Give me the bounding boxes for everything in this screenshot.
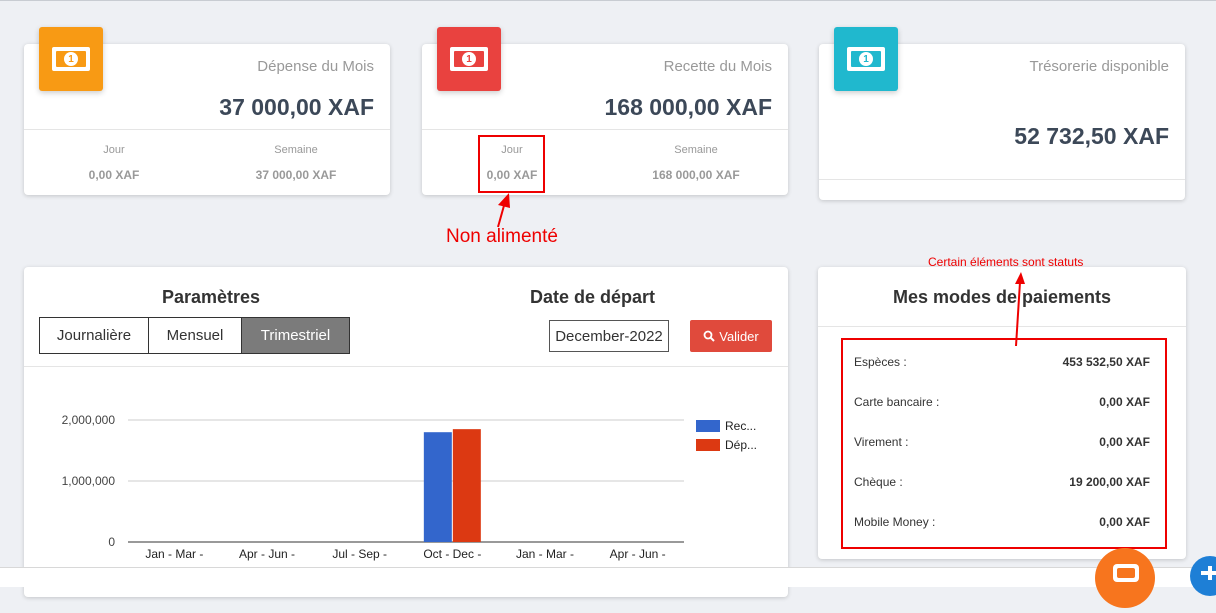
- payment-modes-card: [818, 267, 1186, 559]
- annotation-box-day: [478, 135, 545, 193]
- bottom-strip: [0, 567, 1216, 587]
- payment-divider: [818, 326, 1186, 327]
- divider: [819, 179, 1185, 180]
- plus-widget-button[interactable]: [1190, 556, 1216, 596]
- expense-card: Dépense du Mois 37 000,00 XAF Jour 0,00 …: [24, 44, 390, 195]
- divider: [422, 129, 788, 130]
- parameters-title: Paramètres: [162, 287, 261, 307]
- search-icon: [703, 330, 715, 342]
- x-tick-label: Apr - Jun -: [239, 547, 295, 561]
- payment-mode-label: Mobile Money :: [854, 515, 936, 529]
- payment-mode-label: Espèces :: [854, 355, 907, 369]
- payment-mode-amount: 0,00 XAF: [1099, 435, 1150, 449]
- treasury-label: Trésorerie disponible: [1029, 58, 1169, 75]
- income-label: Recette du Mois: [663, 58, 772, 75]
- period-quarterly-button[interactable]: Trimestriel: [241, 317, 350, 354]
- y-tick-label: 1,000,000: [62, 474, 116, 488]
- legend-swatch: [696, 420, 720, 432]
- payment-mode-label: Carte bancaire :: [854, 395, 940, 409]
- payment-mode-amount: 19 200,00 XAF: [1069, 475, 1150, 489]
- payment-mode-label: Virement :: [854, 435, 909, 449]
- expense-value: 37 000,00 XAF: [219, 94, 374, 120]
- start-date-input[interactable]: December-2022: [549, 320, 669, 352]
- x-tick-label: Jul - Sep -: [332, 547, 387, 561]
- chat-widget-button[interactable]: [1095, 548, 1155, 608]
- money-bill-icon: 1: [834, 27, 898, 91]
- income-week-value: 168 000,00 XAF: [652, 168, 740, 182]
- payment-mode-amount: 0,00 XAF: [1099, 395, 1150, 409]
- payment-mode-row: Mobile Money : 0,00 XAF: [854, 515, 1150, 529]
- start-date-title: Date de départ: [530, 287, 656, 307]
- expense-day-label: Jour: [103, 144, 125, 156]
- y-tick-label: 2,000,000: [62, 413, 116, 427]
- payment-mode-amount: 453 532,50 XAF: [1062, 355, 1150, 369]
- payment-mode-row: Virement : 0,00 XAF: [854, 435, 1150, 449]
- annotation-not-fed: Non alimenté: [446, 226, 558, 247]
- y-tick-label: 0: [108, 535, 115, 549]
- expense-week-label: Semaine: [274, 144, 318, 156]
- period-daily-button[interactable]: Journalière: [39, 317, 149, 354]
- income-week: Semaine 168 000,00 XAF: [606, 144, 786, 182]
- income-value: 168 000,00 XAF: [604, 94, 772, 120]
- legend-swatch: [696, 439, 720, 451]
- legend-label: Dép...: [725, 438, 757, 452]
- x-tick-label: Apr - Jun -: [610, 547, 666, 561]
- validate-label: Valider: [719, 328, 759, 344]
- payment-modes-title: Mes modes de paiements: [892, 287, 1112, 307]
- legend-label: Rec...: [725, 419, 756, 433]
- divider: [24, 129, 390, 130]
- annotation-box-payments: [841, 338, 1167, 549]
- treasury-value: 52 732,50 XAF: [1014, 123, 1169, 149]
- money-bill-icon: 1: [39, 27, 103, 91]
- expense-day-value: 0,00 XAF: [88, 168, 140, 182]
- payment-mode-row: Chèque : 19 200,00 XAF: [854, 475, 1150, 489]
- payment-mode-label: Chèque :: [854, 475, 903, 489]
- period-monthly-button[interactable]: Mensuel: [148, 317, 242, 354]
- chat-icon: [1113, 564, 1139, 582]
- validate-button[interactable]: Valider: [690, 320, 772, 352]
- income-week-label: Semaine: [674, 144, 718, 156]
- payment-mode-row: Espèces : 453 532,50 XAF: [854, 355, 1150, 369]
- x-tick-label: Oct - Dec -: [423, 547, 481, 561]
- x-tick-label: Jan - Mar -: [145, 547, 203, 561]
- expense-week: Semaine 37 000,00 XAF: [206, 144, 386, 182]
- chart-divider: [24, 366, 788, 367]
- payment-mode-amount: 0,00 XAF: [1099, 515, 1150, 529]
- annotation-static-items: Certain éléments sont statuts: [928, 255, 1084, 269]
- money-bill-icon: 1: [437, 27, 501, 91]
- bar: [423, 432, 452, 542]
- expense-day: Jour 0,00 XAF: [24, 144, 204, 182]
- payment-mode-row: Carte bancaire : 0,00 XAF: [854, 395, 1150, 409]
- income-day-label: Jour: [501, 144, 523, 156]
- bar-chart: 0 1,000,000 2,000,000 Jan - Mar - Apr - Jun …: [62, 413, 757, 561]
- expense-week-value: 37 000,00 XAF: [255, 168, 337, 182]
- income-day-value: 0,00 XAF: [486, 168, 538, 182]
- x-tick-label: Jan - Mar -: [516, 547, 574, 561]
- income-day: Jour 0,00 XAF: [422, 144, 602, 182]
- plus-icon: [1201, 566, 1216, 580]
- top-border: [0, 0, 1216, 1]
- bar: [452, 429, 481, 542]
- expense-label: Dépense du Mois: [257, 58, 374, 75]
